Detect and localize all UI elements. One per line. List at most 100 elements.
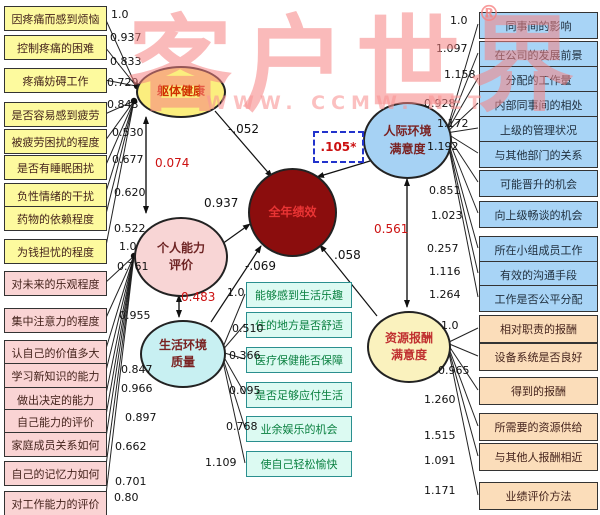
indicator-box-right: 向上级畅谈的机会	[479, 201, 598, 228]
path-coefficient-label: -.069	[245, 259, 277, 273]
latent-label: 躯体健康	[156, 84, 205, 99]
indicator-box-right: 相对职责的报酬	[479, 315, 598, 343]
indicator-box-center: 使自己轻松愉快	[246, 451, 352, 477]
loading-value-left: 0.966	[121, 382, 153, 395]
loading-value-center: 1.109	[205, 456, 237, 469]
indicator-box-right: 与其他人报酬相近	[479, 443, 598, 471]
loading-value-center: 1.0	[227, 286, 245, 299]
loading-value-left: 0.843	[107, 98, 139, 111]
path-coefficient-label: .058	[334, 248, 361, 262]
latent-label: 评价	[168, 258, 193, 272]
indicator-box-center: 是否足够应付生活	[246, 382, 352, 408]
loading-value-right: 0.965	[438, 364, 470, 377]
latent-physical-health: 躯体健康	[136, 66, 226, 118]
path-coefficient-label: -.052	[228, 122, 260, 136]
loading-value-center: 0.095	[229, 384, 261, 397]
latent-personal-ability: 个人能力 评价	[134, 217, 228, 297]
loading-value-center: 0.768	[226, 420, 258, 433]
latent-label: 满意度	[389, 141, 426, 156]
loading-value-center: 0.366	[229, 349, 261, 362]
loading-value-right: 1.171	[424, 484, 456, 497]
loading-value-right: 1.172	[437, 117, 469, 130]
indicator-box-left: 因疼痛而感到烦恼	[4, 6, 107, 31]
indicator-box-right: 所需要的资源供给	[479, 413, 598, 441]
indicator-box-right: 业绩评价方法	[479, 482, 598, 510]
indicator-box-left: 集中注意力的程度	[4, 308, 107, 333]
loading-value-right: 1.515	[424, 429, 456, 442]
indicator-box-left: 自己的记忆力如何	[4, 461, 107, 486]
indicator-box-left: 认自己的价值多大	[4, 340, 107, 365]
latent-label: 个人能力	[156, 240, 205, 255]
loading-value-left: 0.955	[119, 309, 151, 322]
loading-value-left: 0.677	[112, 153, 144, 166]
loading-value-right: 1.264	[429, 288, 461, 301]
latent-label: 全年绩效	[268, 204, 317, 219]
loading-value-right: 1.260	[424, 393, 456, 406]
loading-value-right: 1.097	[436, 42, 468, 55]
path-coefficient-label: 0.937	[204, 196, 239, 210]
indicator-box-right: 上级的管理状况	[479, 116, 598, 143]
loading-value-right: 1.158	[444, 68, 476, 81]
loading-value-right: 0.257	[427, 242, 459, 255]
loading-value-right: 1.0	[441, 319, 459, 332]
loading-value-right: 1.091	[424, 454, 456, 467]
path-coefficient-highlight: .105*	[313, 131, 364, 163]
indicator-box-left: 是否有睡眠困扰	[4, 155, 107, 180]
path-coefficient-label: 0.561	[374, 222, 409, 236]
indicator-box-center: 医疗保健能否保障	[246, 347, 352, 373]
indicator-box-left: 对未来的乐观程度	[4, 271, 107, 296]
loading-value-left: 0.701	[115, 475, 147, 488]
indicator-box-right: 设备系统是否良好	[479, 343, 598, 371]
path-coefficient-label: 0.074	[155, 156, 190, 170]
latent-label: 满意度	[390, 348, 427, 362]
loading-value-right: 1.0	[450, 14, 468, 27]
indicator-box-left: 家庭成员关系如何	[4, 432, 107, 457]
loading-value-left: 0.522	[114, 222, 146, 235]
indicator-box-right: 可能晋升的机会	[479, 170, 598, 197]
indicator-box-center: 业余娱乐的机会	[246, 416, 352, 442]
indicator-box-right: 分配的工作量	[479, 66, 598, 93]
indicator-box-right: 在公司的发展前景	[479, 41, 598, 68]
indicator-box-right: 所在小组成员工作	[479, 236, 598, 263]
latent-living-environment: 生活环境 质量	[140, 320, 226, 388]
indicator-box-center: 能够感到生活乐趣	[246, 282, 352, 308]
loading-value-left: 1.0	[111, 8, 129, 21]
loading-value-left: 0.662	[115, 440, 147, 453]
loading-value-left: 0.897	[125, 411, 157, 424]
indicator-box-left: 负性情绪的干扰	[4, 183, 107, 208]
indicator-box-right: 内部同事间的相处	[479, 91, 598, 118]
indicator-box-center: 住的地方是否舒适	[246, 312, 352, 338]
indicator-box-left: 疼痛妨碍工作	[4, 68, 107, 93]
loading-value-left: 0.80	[114, 491, 139, 504]
indicator-box-left: 学习新知识的能力	[4, 363, 107, 388]
latent-label: 人际环境	[383, 124, 432, 139]
indicator-box-left: 被疲劳困扰的程度	[4, 129, 107, 154]
path-coefficient-label: 0.483	[181, 290, 216, 304]
loading-value-right: 0.851	[429, 184, 461, 197]
indicator-box-right: 有效的沟通手段	[479, 261, 598, 288]
loading-value-left: 0.530	[112, 126, 144, 139]
loading-value-left: 0.761	[117, 260, 149, 273]
indicator-box-left: 药物的依赖程度	[4, 206, 107, 231]
loading-value-right: 0.928	[424, 97, 456, 110]
indicator-box-right: 与其他部门的关系	[479, 141, 598, 168]
indicator-box-left: 是否容易感到疲劳	[4, 102, 107, 127]
latent-annual-performance: 全年绩效	[248, 168, 337, 257]
indicator-box-left: 自己能力的评价	[4, 409, 107, 434]
latent-resource-reward: 资源报酬 满意度	[367, 311, 451, 383]
loading-value-left: 0.620	[114, 186, 146, 199]
latent-interpersonal-environment: 人际环境 满意度	[363, 102, 452, 179]
loading-value-center: 0.510	[232, 322, 264, 335]
loading-value-left: 0.847	[121, 363, 153, 376]
loading-value-left: 0.833	[110, 55, 142, 68]
latent-label: 生活环境	[158, 337, 207, 352]
indicator-box-left: 为钱担忧的程度	[4, 239, 107, 264]
loading-value-left: 1.0	[119, 240, 137, 253]
indicator-box-right: 得到的报酬	[479, 377, 598, 405]
loading-value-right: 1.192	[427, 140, 459, 153]
latent-label: 资源报酬	[384, 330, 433, 345]
loading-value-right: 1.023	[431, 209, 463, 222]
indicator-box-right: 工作是否公平分配	[479, 285, 598, 312]
